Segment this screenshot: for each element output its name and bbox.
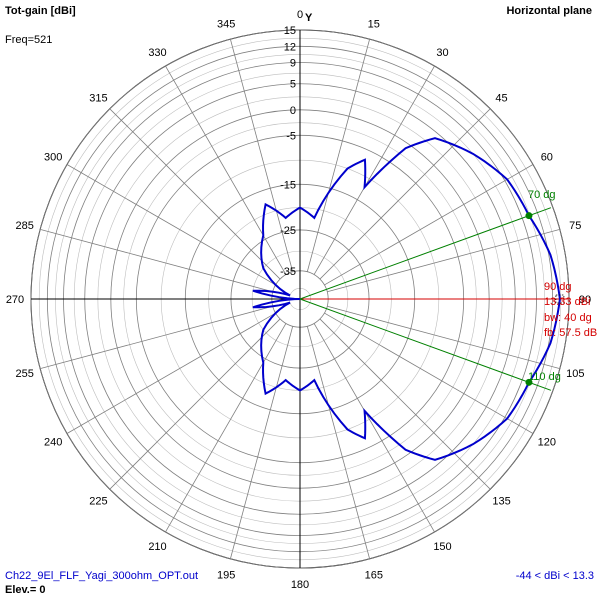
angle-tick-label: 300 [44,152,62,164]
gain-pattern [252,137,565,461]
radial-tick-label: -25 [280,225,296,237]
grid-spoke [109,318,281,490]
y-axis-label: Y [305,12,313,24]
elevation-label: Elev.= 0 [5,584,45,596]
grid-spoke [306,326,371,559]
angle-tick-label: 120 [538,437,556,449]
angle-tick-label: 240 [44,437,62,449]
angle-tick-label: 15 [368,19,380,31]
front-back-label: fb: 57.5 dB [544,327,597,339]
radial-tick-label: 12 [284,41,296,53]
grid-spoke [40,305,273,370]
grid-spoke [109,108,281,280]
grid-spoke [229,39,294,272]
radial-tick-label: 15 [284,25,296,37]
angle-tick-label: 210 [148,541,166,553]
half-power-line [299,298,552,391]
angle-tick-label: 75 [569,220,581,232]
angle-tick-label: 60 [541,152,553,164]
grid-spoke [313,323,435,533]
half-power-line [299,207,552,300]
angle-tick-label: 30 [436,47,448,59]
angle-tick-label: 195 [217,569,235,581]
beam-angle-label: 90 dg [544,281,572,293]
angle-tick-label: 180 [291,579,309,591]
angle-tick-label: 270 [6,294,24,306]
radial-tick-label: 0 [290,105,296,117]
grid-spoke [40,228,273,293]
left-3db-angle-label: 70 dg [528,189,556,201]
radial-tick-label: 9 [290,57,296,69]
grid-spoke [66,164,276,286]
angle-tick-label: 0 [297,9,303,21]
grid-spoke [319,318,491,490]
grid-spoke [229,326,294,559]
grid-spoke [324,164,534,286]
grid-spoke [306,39,371,272]
radial-tick-label: -5 [286,130,296,142]
radial-tick-label: 5 [290,79,296,91]
angle-tick-label: 225 [89,496,107,508]
angle-tick-label: 330 [148,47,166,59]
grid-spoke [165,65,287,275]
angle-tick-label: 345 [217,19,235,31]
grid-labels: 0153045607590105120135150165180195210225… [6,9,591,591]
right-3db-angle-label: 110 dg [528,371,561,383]
beam-annotation-lines [299,207,569,391]
grid-spoke [165,323,287,533]
angle-tick-label: 165 [365,569,383,581]
grid-spoke [324,312,534,434]
half-power-marker [525,378,533,386]
angle-tick-label: 315 [89,92,107,104]
grid-spoke [327,228,560,293]
angle-tick-label: 255 [16,368,34,380]
angle-tick-label: 90 [579,294,591,306]
half-power-marker [525,212,533,220]
file-name-label: Ch22_9El_FLF_Yagi_300ohm_OPT.out [5,570,198,582]
angle-tick-label: 285 [16,220,34,232]
peak-gain-label: 13.33 dBi [544,296,590,308]
angle-tick-label: 45 [495,92,507,104]
grid-spoke [66,312,276,434]
frequency-label: Freq=521 [5,34,52,46]
grid-spoke [319,108,491,280]
beamwidth-label: bw: 40 dg [544,312,592,324]
gain-range-label: -44 < dBi < 13.3 [516,570,594,582]
radial-tick-label: -35 [280,266,296,278]
radial-tick-label: -15 [280,179,296,191]
peak-marker [555,294,565,304]
angle-tick-label: 135 [492,496,510,508]
grid-spoke [327,305,560,370]
gain-pattern-curve [252,137,561,461]
angle-tick-label: 150 [433,541,451,553]
plane-label: Horizontal plane [506,5,592,17]
angle-tick-label: 105 [566,368,584,380]
grid-spoke [313,65,435,275]
chart-title: Tot-gain [dBi] [5,5,76,17]
